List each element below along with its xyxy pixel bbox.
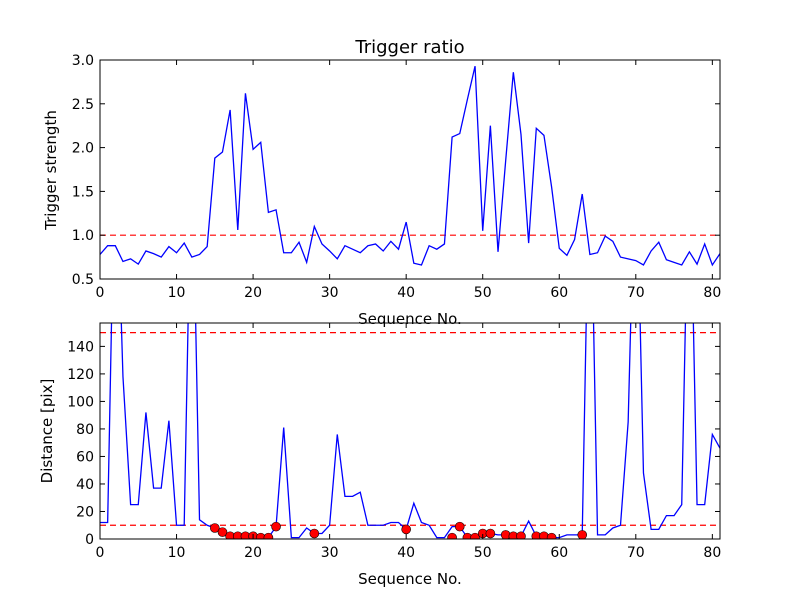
data-point-marker: [217, 527, 228, 537]
y-tick-label: 0.5: [72, 272, 94, 288]
x-tick-label: 10: [168, 545, 186, 561]
x-tick-label: 50: [474, 285, 492, 301]
x-tick-label: 10: [168, 285, 186, 301]
x-tick-label: 0: [96, 545, 105, 561]
x-tick-label: 70: [627, 545, 645, 561]
x-tick-label: 60: [550, 285, 568, 301]
y-tick-label: 100: [67, 394, 94, 410]
axes-frame: [99, 322, 721, 540]
axes-frame: [99, 59, 721, 280]
data-point-marker: [263, 532, 274, 539]
plot-area: [100, 323, 720, 539]
y-tick-label: 3.0: [72, 53, 94, 69]
x-axis-label: Sequence No.: [358, 310, 462, 328]
x-tick-label: 80: [703, 545, 721, 561]
x-tick-label: 20: [244, 545, 262, 561]
y-axis-label: Trigger strength: [42, 110, 60, 231]
series-line: [100, 65, 720, 267]
y-tick-label: 40: [76, 477, 94, 493]
data-point-marker: [447, 532, 457, 539]
y-axis-label: Distance [pix]: [38, 379, 56, 484]
y-tick-label: 2.5: [72, 97, 94, 113]
data-point-marker: [454, 521, 465, 532]
plot-trigger-ratio: Trigger ratio Sequence No. Trigger stren…: [42, 37, 721, 328]
chart-title: Trigger ratio: [354, 37, 464, 58]
series-line: [100, 323, 720, 539]
x-tick-label: 50: [474, 545, 492, 561]
data-point-marker: [485, 528, 496, 539]
data-point-marker: [271, 521, 281, 532]
data-point-marker: [546, 532, 557, 539]
x-tick-label: 60: [550, 545, 568, 561]
x-axis-label: Sequence No.: [358, 570, 462, 588]
data-point-marker: [577, 530, 588, 539]
data-point-marker: [401, 524, 411, 535]
plot-distance: Sequence No. Distance [pix] 0 10 20 30 40 50 6…: [38, 322, 721, 588]
x-tick-label: 30: [321, 545, 339, 561]
y-tick-label: 1.5: [72, 184, 94, 200]
x-tick-label: 40: [397, 285, 415, 301]
x-tick-label: 20: [244, 285, 262, 301]
x-tick-label: 30: [321, 285, 339, 301]
data-point-marker: [470, 532, 480, 539]
plot-area: [100, 65, 720, 267]
x-tick-label: 0: [96, 285, 105, 301]
y-tick-label: 60: [76, 449, 94, 465]
y-tick-label: 20: [76, 504, 94, 520]
y-tick-label: 2.0: [72, 141, 94, 157]
y-tick-label: 1.0: [72, 228, 94, 244]
y-tick-label: 0: [85, 532, 94, 548]
y-tick-label: 140: [67, 339, 94, 355]
y-tick-label: 120: [67, 367, 94, 383]
data-point-marker: [516, 531, 526, 539]
data-point-marker: [210, 523, 220, 533]
x-tick-label: 40: [397, 545, 415, 561]
y-tick-label: 80: [76, 422, 94, 438]
data-point-marker: [309, 528, 320, 539]
x-tick-label: 70: [627, 285, 645, 301]
x-tick-label: 80: [703, 285, 721, 301]
